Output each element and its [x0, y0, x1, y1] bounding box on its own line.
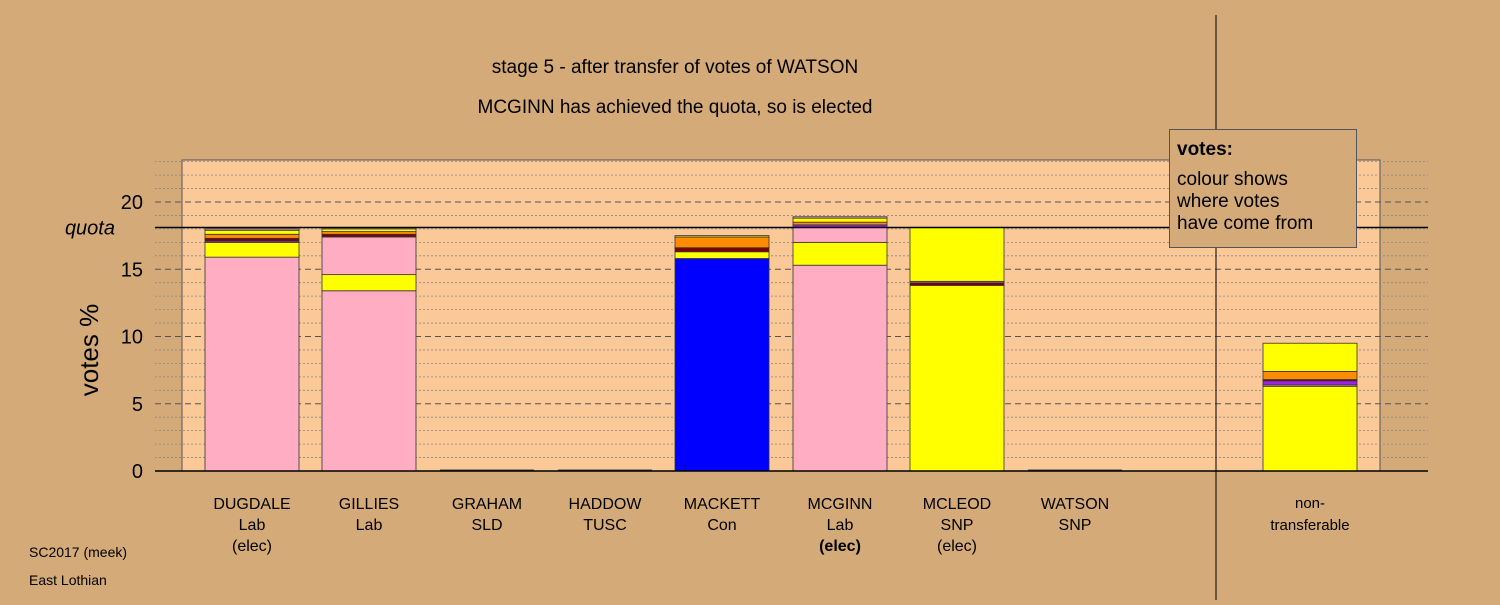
- x-tick-label: HADDOW: [569, 496, 643, 513]
- bars: [204, 216, 1358, 472]
- bar-segment: [909, 282, 1005, 286]
- y-tick-label: 0: [132, 461, 143, 483]
- x-tick-label: GRAHAM: [452, 496, 522, 513]
- bar-segment: [674, 235, 770, 238]
- bar-segment: [909, 227, 1005, 282]
- x-tick-label: MACKETT: [684, 496, 761, 513]
- bar-segment: [674, 258, 770, 472]
- x-tick-label: Con: [707, 517, 736, 534]
- x-tick-label: SNP: [1059, 517, 1092, 534]
- bar-segment: [674, 236, 770, 249]
- chart-title: stage 5 - after transfer of votes of WAT…: [492, 57, 858, 78]
- footer-constituency: East Lothian: [29, 572, 107, 588]
- bar-segment: [321, 290, 417, 472]
- bar-segment: [792, 216, 888, 219]
- x-tick-label: SNP: [941, 517, 974, 534]
- bar-segment: [674, 247, 770, 253]
- bar-segment: [1262, 371, 1358, 380]
- y-ticks: 0 5 10 15 20: [121, 192, 143, 483]
- legend-line-3: have come from: [1177, 213, 1314, 234]
- x-tick-label: SLD: [471, 517, 502, 534]
- legend-line-2: where votes: [1177, 191, 1280, 212]
- bar-segment: [674, 251, 770, 259]
- y-axis-label: votes %: [74, 304, 104, 397]
- x-labels: DUGDALE Lab (elec) GILLIES Lab GRAHAM SLD HADDO…: [213, 495, 1349, 555]
- x-tick-label: MCGINN: [808, 496, 873, 513]
- x-tick-label: DUGDALE: [213, 496, 290, 513]
- bar-segment: [792, 227, 888, 243]
- chart-subtitle: MCGINN has achieved the quota, so is ele…: [478, 97, 873, 118]
- x-tick-label: Lab: [356, 517, 383, 534]
- x-tick-label-nontransferable: transferable: [1270, 517, 1349, 534]
- x-tick-label: Lab: [239, 517, 266, 534]
- y-tick-label: 10: [121, 327, 143, 349]
- bar-segment: [204, 233, 300, 239]
- bar-segment: [321, 231, 417, 235]
- y-tick-label: 15: [121, 259, 143, 281]
- bar-segment: [321, 274, 417, 292]
- bar-segment: [204, 256, 300, 472]
- bar-segment: [909, 284, 1005, 472]
- x-tick-label: (elec): [819, 538, 861, 555]
- bar-segment: [1262, 385, 1358, 472]
- x-tick-label: WATSON: [1041, 496, 1109, 513]
- footer-source: SC2017 (meek): [29, 544, 128, 560]
- y-tick-label: 5: [132, 394, 143, 416]
- x-tick-label: MCLEOD: [923, 496, 991, 513]
- legend: votes: colour shows where votes have com…: [1169, 129, 1357, 248]
- x-tick-label: (elec): [232, 538, 272, 555]
- bar-segment: [204, 229, 300, 235]
- x-tick-label: (elec): [937, 538, 977, 555]
- x-tick-label-nontransferable: non-: [1295, 495, 1325, 512]
- bar-segment: [792, 241, 888, 266]
- y-tick-label: 20: [121, 192, 143, 214]
- legend-title: votes:: [1177, 139, 1233, 160]
- legend-line-1: colour shows: [1177, 169, 1288, 190]
- bar-segment: [321, 236, 417, 276]
- x-tick-label: GILLIES: [339, 496, 399, 513]
- x-tick-label: TUSC: [583, 517, 627, 534]
- bar-segment: [1262, 342, 1358, 372]
- bar-segment: [1262, 380, 1358, 386]
- bar-segment: [792, 264, 888, 472]
- bar-segment: [792, 217, 888, 223]
- bar-segment: [204, 237, 300, 242]
- bar-segment: [204, 228, 300, 231]
- bar-segment: [792, 221, 888, 226]
- x-tick-label: Lab: [827, 517, 854, 534]
- bar-segment: [321, 233, 417, 238]
- bar-segment: [204, 241, 300, 258]
- bar-segment: [321, 228, 417, 232]
- quota-label: quota: [65, 218, 115, 240]
